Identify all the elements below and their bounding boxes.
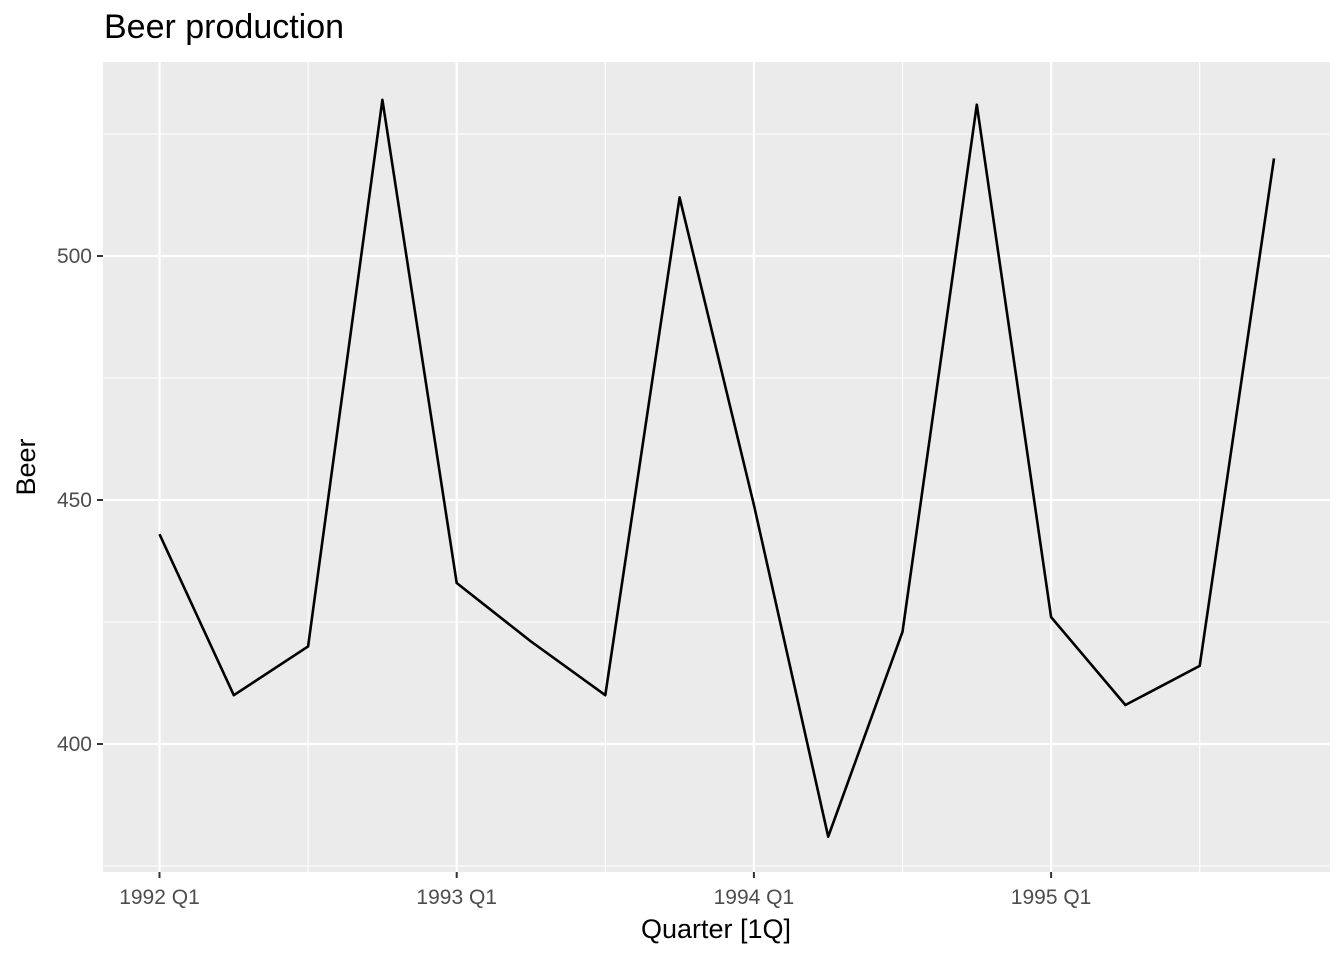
- grid-major: [103, 62, 1330, 872]
- y-tick-label-500: 500: [57, 245, 92, 268]
- y-tick-label-400: 400: [57, 733, 92, 756]
- x-tick-label-4: 1993 Q1: [416, 886, 497, 909]
- x-tick-label-8: 1994 Q1: [714, 886, 795, 909]
- x-axis: 1992 Q1 1993 Q1 1994 Q1 1995 Q1: [119, 872, 1091, 909]
- chart-title: Beer production: [104, 8, 345, 46]
- y-tick-label-450: 450: [57, 489, 92, 512]
- grid-minor: [103, 62, 1330, 872]
- x-axis-title: Quarter [1Q]: [641, 914, 791, 944]
- y-axis: 400 450 500: [57, 245, 103, 756]
- x-tick-label-0: 1992 Q1: [119, 886, 200, 909]
- series-line-beer: [158, 98, 1276, 838]
- plot-panel: [103, 62, 1330, 872]
- y-axis-title: Beer: [11, 438, 41, 495]
- x-tick-label-12: 1995 Q1: [1011, 886, 1092, 909]
